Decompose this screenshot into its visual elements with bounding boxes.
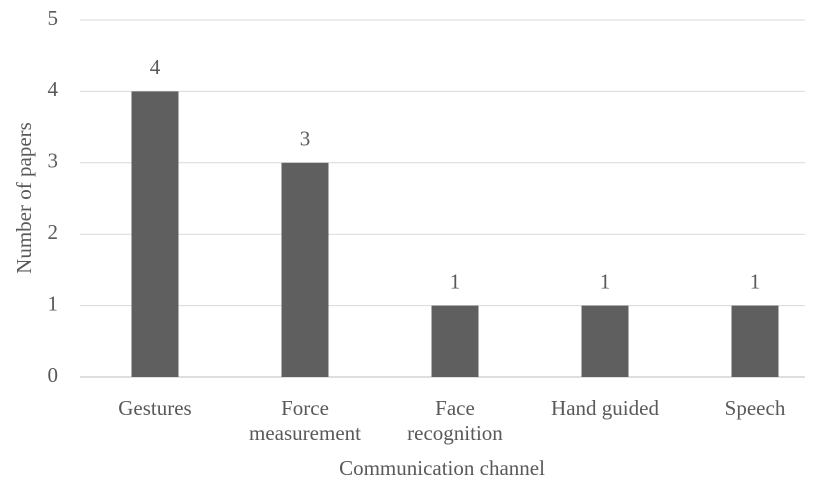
x-tick-label: Hand guided [551, 396, 659, 420]
x-tick-label: Face recognition [407, 396, 503, 445]
y-tick-label: 4 [48, 77, 59, 101]
x-tick-label: Force measurement [249, 396, 361, 445]
y-tick-label: 2 [48, 220, 59, 244]
bar [731, 305, 779, 377]
data-label: 3 [300, 127, 311, 151]
y-tick-label: 3 [48, 149, 59, 173]
data-label: 4 [150, 55, 161, 79]
data-label: 1 [600, 269, 611, 293]
bar [131, 91, 179, 378]
y-tick-label: 1 [48, 291, 59, 315]
x-tick-label: Gestures [118, 396, 192, 420]
y-axis-title: Number of papers [12, 122, 36, 274]
data-label: 1 [750, 269, 761, 293]
y-tick-label: 5 [48, 6, 59, 30]
bar [581, 305, 629, 377]
y-tick-label: 0 [48, 363, 59, 387]
x-tick-label: Speech [724, 396, 786, 420]
bar [431, 305, 479, 377]
bar [281, 162, 329, 377]
data-label: 1 [450, 269, 461, 293]
x-axis-title: Communication channel [339, 456, 545, 480]
